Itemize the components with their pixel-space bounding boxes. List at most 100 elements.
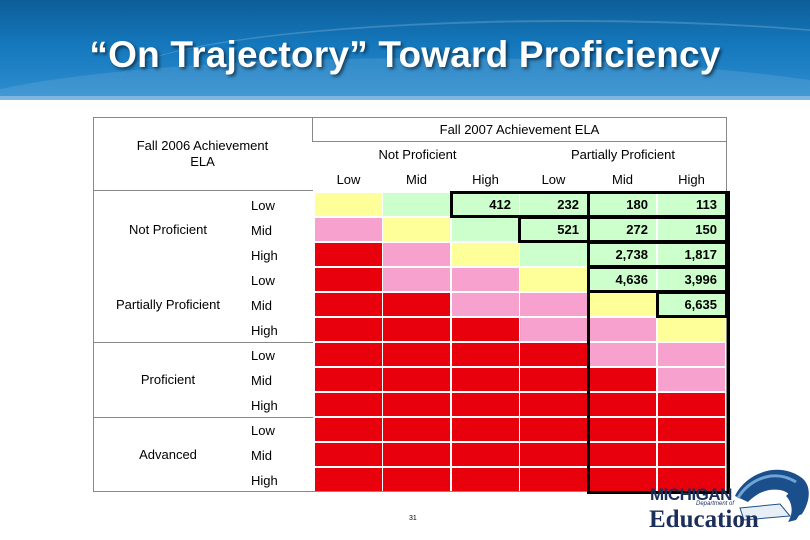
grid-cell (383, 318, 450, 341)
grid-cell (589, 368, 656, 391)
grid-cell (383, 268, 450, 291)
grid-cell (383, 293, 450, 316)
grid-cell (452, 443, 519, 466)
count-value: 521 (557, 222, 579, 237)
count-value: 4,636 (615, 272, 648, 287)
grid-cell (315, 468, 382, 491)
banner-underline (0, 96, 810, 100)
grid-cell (589, 343, 656, 366)
grid-cell (315, 218, 382, 241)
grid-cell (315, 193, 382, 216)
grid-cell (520, 318, 587, 341)
fall-2007-header: Fall 2007 Achievement ELA (439, 122, 600, 137)
count-value: 3,996 (684, 272, 717, 287)
grid-cell (452, 193, 519, 216)
count-value: 1,817 (684, 247, 717, 262)
row-level-label: Low (251, 348, 275, 363)
column-level-label: Low (336, 172, 361, 187)
count-value: 150 (695, 222, 717, 237)
row-level-label: High (251, 398, 278, 413)
count-value: 180 (626, 197, 648, 212)
count-value: 6,635 (684, 297, 717, 312)
row-group-label: Not Proficient (128, 222, 208, 237)
grid-cell (589, 268, 656, 291)
column-level-label: Mid (406, 172, 427, 187)
row-level-label: Mid (251, 223, 272, 238)
grid-cell (589, 393, 656, 416)
grid-cell (658, 343, 725, 366)
grid-cell (520, 268, 587, 291)
row-level-label: Low (251, 198, 275, 213)
header-border (93, 190, 313, 191)
count-value: 113 (696, 197, 717, 212)
grid-cell (383, 368, 450, 391)
grid-cell (658, 468, 725, 491)
grid-cell (452, 218, 519, 241)
grid-cell (589, 218, 656, 241)
grid-cell (589, 193, 656, 216)
grid-cell (520, 343, 587, 366)
slide-title: “On Trajectory” Toward Proficiency (89, 34, 721, 75)
grid-cell (658, 418, 725, 441)
grid-cell (383, 343, 450, 366)
grid-cell (452, 468, 519, 491)
grid-cell (315, 368, 382, 391)
row-level-label: High (251, 248, 278, 263)
grid-cell (658, 293, 725, 316)
grid-cell (658, 193, 725, 216)
header-border (312, 117, 313, 142)
count-value: 232 (557, 197, 579, 212)
michigan-education-logo: MICHIGAN Department of Education (640, 458, 810, 540)
row-level-label: Low (251, 423, 275, 438)
grid-cell (520, 418, 587, 441)
grid-cell (383, 218, 450, 241)
grid-cell (452, 418, 519, 441)
row-group-border (93, 417, 313, 418)
grid-cell (589, 318, 656, 341)
row-level-label: High (251, 473, 278, 488)
grid-cell (589, 293, 656, 316)
grid-cell (452, 268, 519, 291)
grid-cell (520, 443, 587, 466)
grid-cell (589, 443, 656, 466)
partially-proficient-outline (587, 191, 730, 494)
column-group-label: Not Proficient (378, 147, 457, 162)
grid-cell (520, 293, 587, 316)
banner-swoosh-line (120, 20, 810, 100)
page-number: 31 (409, 515, 417, 522)
column-level-label: Mid (612, 172, 633, 187)
grid-cell (383, 418, 450, 441)
grid-cell (520, 368, 587, 391)
grid-cell (315, 418, 382, 441)
logo-michigan-text: MICHIGAN (650, 485, 732, 504)
grid-cell (315, 443, 382, 466)
grid-cell (658, 368, 725, 391)
row-level-label: High (251, 323, 278, 338)
grid-cell (315, 343, 382, 366)
column-level-label: Low (541, 172, 566, 187)
row-group-label: Partially Proficient (115, 297, 221, 312)
grid-cell (315, 393, 382, 416)
header-border (312, 141, 727, 142)
grid-cell (452, 293, 519, 316)
row-group-label: Proficient (140, 372, 196, 387)
grid-cell (589, 243, 656, 266)
row-level-label: Mid (251, 448, 272, 463)
grid-cell (383, 443, 450, 466)
fall-2006-header-line1: Fall 2006 Achievement (136, 138, 269, 153)
grid-cell (452, 343, 519, 366)
grid-cell (658, 443, 725, 466)
grid-cell (658, 218, 725, 241)
grid-cell (315, 318, 382, 341)
grid-cell (520, 218, 587, 241)
grid-cell (383, 393, 450, 416)
fall-2006-header: Fall 2006 Achievement ELA (115, 138, 290, 170)
fall-2006-header-line2: ELA (190, 154, 215, 169)
logo-department-text: Department of (696, 501, 735, 507)
grid-cell (658, 318, 725, 341)
grid-cell (315, 243, 382, 266)
grid-cell (383, 468, 450, 491)
row-level-label: Mid (251, 298, 272, 313)
grid-cell (520, 468, 587, 491)
column-level-label: High (678, 172, 705, 187)
